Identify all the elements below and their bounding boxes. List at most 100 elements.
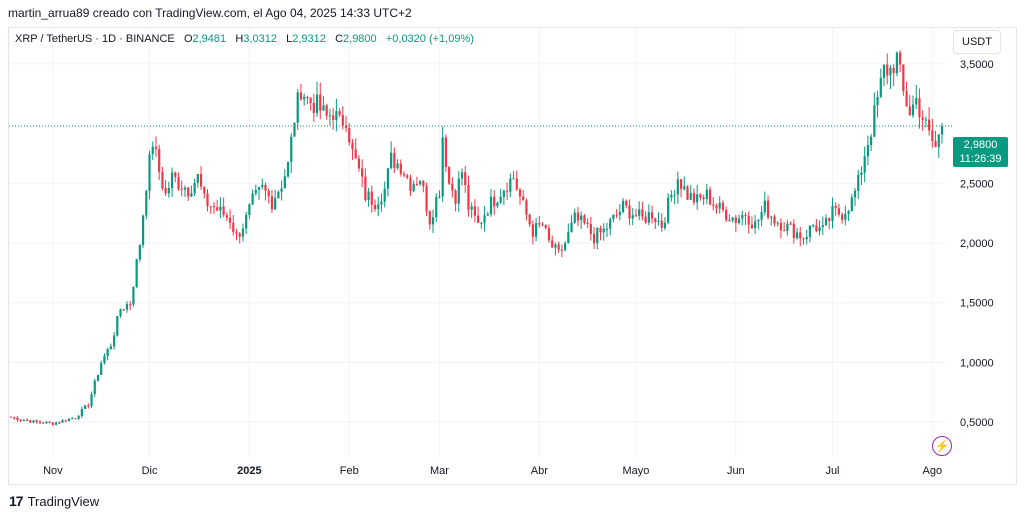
candle-body <box>918 98 921 118</box>
change-value: +0,0320 (+1,09%) <box>385 33 474 45</box>
candle-body <box>663 222 667 228</box>
candle-body <box>341 115 344 126</box>
candle-body <box>712 204 715 206</box>
low-value: 2,9312 <box>292 33 326 45</box>
candle-body <box>306 96 309 98</box>
candle-body <box>828 218 831 221</box>
time-tick-label: Abr <box>531 465 548 477</box>
candle-body <box>216 207 219 211</box>
chart-frame <box>8 27 1017 485</box>
candle-body <box>715 205 718 209</box>
candle-body <box>615 214 618 216</box>
candle-body <box>190 193 193 197</box>
candle-body <box>183 187 187 190</box>
candle-body <box>863 156 866 173</box>
candle-body <box>328 115 332 117</box>
tradingview-logo[interactable]: 17 TradingView <box>9 493 99 509</box>
candle-body <box>309 97 312 104</box>
candle-body <box>889 67 892 76</box>
candle-body <box>451 183 454 191</box>
candle-body <box>518 189 522 197</box>
time-tick-label: Nov <box>43 465 63 477</box>
currency-button[interactable]: USDT <box>953 30 1001 54</box>
candle-body <box>683 186 686 189</box>
candle-body <box>860 172 863 175</box>
grid <box>9 28 946 458</box>
candle-body <box>64 420 67 422</box>
candle-body <box>42 422 45 424</box>
candle-body <box>122 309 125 311</box>
candle-body <box>792 223 795 239</box>
candle-body <box>354 149 357 159</box>
candle-body <box>332 115 335 120</box>
candle-body <box>605 228 609 230</box>
candle-body <box>725 210 728 220</box>
candle-body <box>196 173 199 183</box>
candle-body <box>251 193 254 205</box>
candle-body <box>783 230 786 232</box>
candle-body <box>361 168 364 177</box>
candle-body <box>477 215 480 223</box>
candle-body <box>708 189 712 205</box>
candle-body <box>905 91 908 107</box>
candle-body <box>9 416 13 418</box>
candle-body <box>705 189 708 199</box>
candle-body <box>580 215 583 221</box>
candle-body <box>573 212 576 223</box>
candle-body <box>26 419 29 421</box>
candle-body <box>103 356 106 364</box>
candle-body <box>51 422 54 425</box>
candle-body <box>61 420 64 423</box>
candle-body <box>228 217 232 223</box>
candle-body <box>257 186 261 190</box>
candle-body <box>921 117 924 120</box>
candle-body <box>557 244 560 250</box>
candle-body <box>206 193 209 207</box>
candle-body <box>770 216 773 218</box>
candle-body <box>837 208 841 215</box>
candle-body <box>808 225 812 238</box>
candle-body <box>741 214 744 219</box>
candle-body <box>470 206 473 210</box>
candle-body <box>299 92 303 100</box>
candle-body <box>766 200 770 218</box>
candle-body <box>393 152 396 169</box>
candle-body <box>77 415 80 419</box>
candle-body <box>170 172 174 189</box>
candle-body <box>899 52 902 65</box>
candle-body <box>934 140 937 147</box>
candle-body <box>602 228 605 233</box>
candle-body <box>158 148 161 172</box>
candle-body <box>821 225 824 228</box>
candle-body <box>789 223 792 225</box>
candle-body <box>161 171 164 189</box>
candle-body <box>924 119 927 121</box>
candle-body <box>515 178 518 190</box>
candle-body <box>293 122 296 137</box>
candle-body <box>554 244 557 248</box>
candle-body <box>676 179 679 195</box>
candle-body <box>892 67 895 74</box>
candle-body <box>583 215 586 224</box>
symbol-title: XRP / TetherUS · 1D · BINANCE <box>15 33 175 45</box>
candle-body <box>786 223 789 231</box>
candle-body <box>647 212 650 223</box>
candle-body <box>71 418 74 420</box>
candle-body <box>270 196 274 210</box>
candle-body <box>718 202 721 209</box>
candle-body <box>364 176 367 200</box>
candle-body <box>412 183 415 192</box>
candle-body <box>641 209 644 217</box>
lightning-icon[interactable]: ⚡ <box>932 436 952 456</box>
candle-body <box>112 335 116 347</box>
candle-body <box>13 417 16 419</box>
candle-body <box>779 222 783 231</box>
candle-body <box>692 193 696 203</box>
time-tick-label: Jul <box>825 465 839 477</box>
candle-body <box>596 228 599 244</box>
candle-body <box>351 142 354 150</box>
candle-body <box>80 408 83 416</box>
candle-body <box>937 134 940 147</box>
candle-body <box>509 178 512 192</box>
